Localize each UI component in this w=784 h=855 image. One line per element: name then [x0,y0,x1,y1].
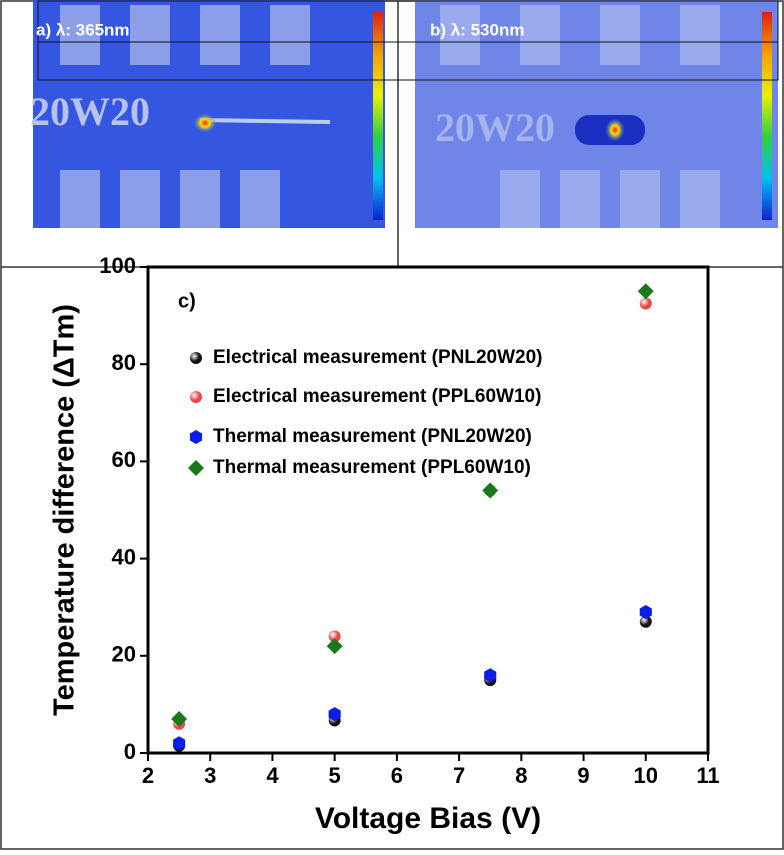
annotation: c) [178,290,196,312]
x-tick-label: 2 [142,763,154,788]
y-tick-label: 60 [112,447,136,472]
panel-label: b) λ: 530nm [430,20,524,39]
x-axis-label: Voltage Bias (V) [315,802,541,835]
x-tick-label: 10 [634,763,658,788]
point [482,482,499,499]
y-tick-label: 80 [112,350,136,375]
legend-marker [189,430,203,444]
svg-text:20W20: 20W20 [435,105,555,150]
y-tick-label: 40 [112,544,136,569]
panel-label: a) λ: 365nm [36,20,130,39]
image-b: 20W20 [415,0,778,228]
point [639,605,652,620]
legend-marker [190,352,202,364]
svg-text:20W20: 20W20 [30,89,150,134]
legend-label: Thermal measurement (PNL20W20) [213,426,532,447]
legend-marker [190,391,202,403]
y-axis-label: Temperature difference (ΔTm) [49,304,81,716]
y-tick-label: 0 [124,739,136,764]
x-tick-label: 3 [204,763,216,788]
point [637,283,654,300]
x-tick-label: 4 [266,763,279,788]
y-tick-label: 100 [99,253,136,278]
overlay-box [37,0,779,81]
point [328,707,341,722]
point [173,736,186,751]
point [171,710,188,727]
x-tick-label: 7 [453,763,465,788]
x-tick-label: 9 [577,763,589,788]
y-tick-label: 20 [112,642,136,667]
legend-label: Electrical measurement (PNL20W20) [213,347,542,368]
x-tick-label: 6 [391,763,403,788]
legend-label: Thermal measurement (PPL60W10) [213,457,531,478]
x-tick-label: 5 [329,763,341,788]
legend-label: Electrical measurement (PPL60W10) [213,386,541,407]
chart: 0 20 40 60 80 100 2 3 4 5 6 7 8 9 10 11 Voltage Bias (V)… [49,253,720,835]
point [484,668,497,683]
point [639,615,652,628]
point [328,630,341,643]
plot-frame [146,265,710,755]
x-tick-label: 11 [696,763,719,788]
x-tick-label: 8 [515,763,527,788]
point [639,297,652,310]
image-a: 20W20 [30,0,385,228]
point [326,638,343,655]
legend-marker [188,460,204,476]
